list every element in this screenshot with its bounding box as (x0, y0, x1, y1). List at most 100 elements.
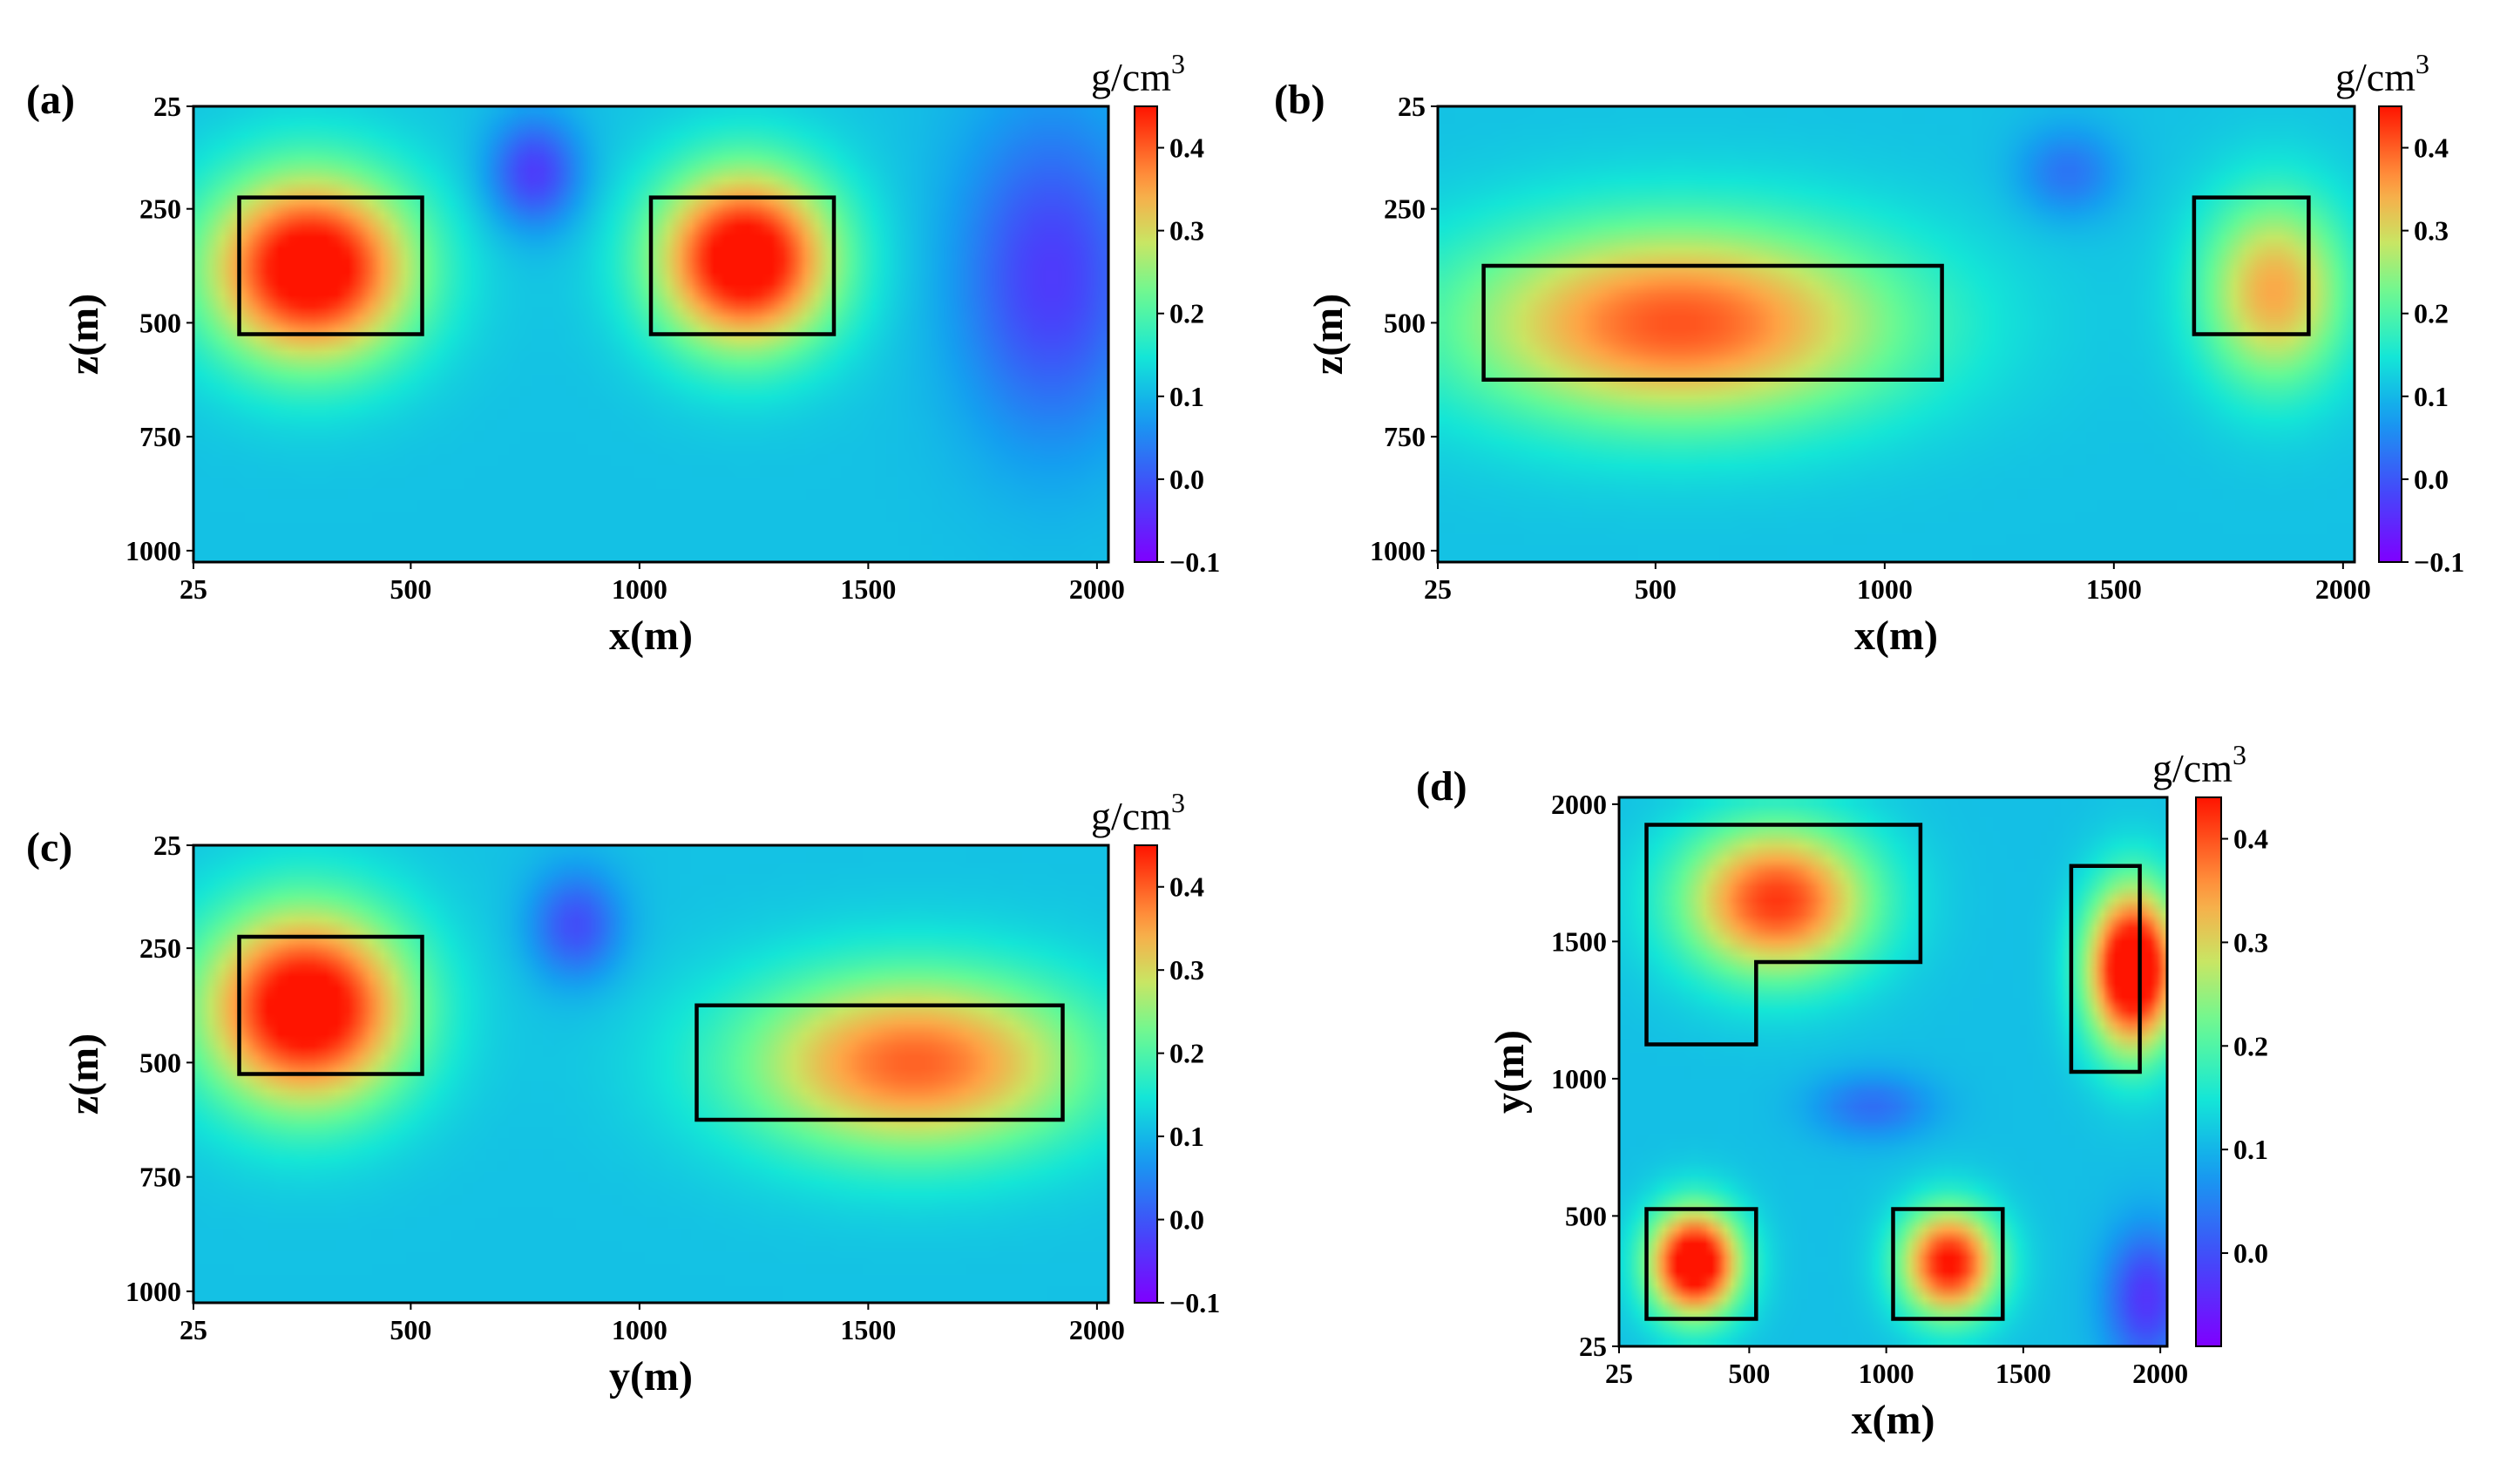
x-tick-label: 2000 (1069, 573, 1125, 605)
colorbar-tick-label: 0.4 (2233, 823, 2268, 855)
panel-label: (c) (26, 824, 72, 871)
x-tick-label: 2000 (2315, 573, 2371, 605)
colorbar-tick-label: 0.2 (2414, 298, 2449, 329)
x-tick-label: 25 (180, 1314, 207, 1345)
colorbar-tick-label: 0.1 (2233, 1134, 2268, 1165)
panel-d: 25 500 1000 1500 2000 25 500 1000 1500 2000 x(m) y(… (1416, 739, 2268, 1443)
plot-frame (192, 105, 1110, 564)
colorbar-tick-label: 0.1 (1169, 381, 1204, 412)
x-tick-label: 500 (390, 573, 431, 605)
x-tick-label: 1500 (1995, 1358, 2051, 1389)
y-tick-label: 500 (1384, 307, 1426, 338)
y-axis-title: z(m) (1305, 294, 1352, 375)
anomaly-outline (1891, 1207, 2005, 1321)
y-tick-label: 25 (1579, 1331, 1607, 1362)
y-tick-label: 250 (1384, 193, 1426, 225)
anomaly-outline (237, 195, 424, 336)
x-axis-title: y(m) (609, 1353, 693, 1399)
anomaly-outline (695, 1003, 1065, 1122)
x-tick-label: 1000 (1857, 573, 1913, 605)
plot-frame (1436, 105, 2356, 564)
anomaly-outline (237, 934, 424, 1076)
colorbar-unit-exponent: 3 (1171, 787, 1185, 818)
y-tick-label: 1500 (1551, 925, 1607, 957)
colorbar (2378, 105, 2402, 563)
y-tick-label: 1000 (125, 535, 181, 566)
x-tick-label: 1500 (840, 573, 896, 605)
x-tick-label: 500 (1635, 573, 1677, 605)
colorbar-unit-exponent: 3 (2233, 739, 2246, 770)
colorbar-tick-label: 0.2 (2233, 1030, 2268, 1061)
colorbar-tick-label: 0.4 (1169, 871, 1204, 903)
panel-label: (a) (26, 77, 75, 123)
x-tick-label: 500 (1728, 1358, 1770, 1389)
colorbar-unit: g/cm3 (1091, 48, 1185, 99)
y-tick-label: 25 (1398, 91, 1426, 122)
x-axis-title: x(m) (1852, 1397, 1935, 1443)
colorbar-unit: g/cm3 (2335, 48, 2429, 99)
y-tick-label: 1000 (1370, 535, 1426, 566)
x-tick-label: 1000 (612, 1314, 667, 1345)
colorbar-tick-label: 0.4 (2414, 132, 2449, 164)
colorbar-unit: g/cm3 (2152, 739, 2246, 790)
x-tick-label: 1000 (612, 573, 667, 605)
x-tick-label: 1500 (2086, 573, 2142, 605)
colorbar-tick-label: 0.3 (1169, 954, 1204, 986)
y-axis-title: z(m) (61, 1033, 107, 1115)
x-tick-label: 25 (180, 573, 207, 605)
colorbar (1134, 844, 1158, 1304)
x-tick-label: 1500 (840, 1314, 896, 1345)
colorbar-tick-label: −0.1 (2414, 546, 2464, 578)
colorbar-tick-label: 0.0 (1169, 1204, 1204, 1236)
colorbar (1134, 105, 1158, 563)
colorbar-tick-label: 0.3 (2233, 926, 2268, 958)
colorbar-tick-label: 0.4 (1169, 132, 1204, 164)
colorbar-tick-label: 0.3 (1169, 215, 1204, 247)
x-axis-title: x(m) (609, 613, 693, 659)
colorbar-tick-label: 0.2 (1169, 298, 1204, 329)
x-tick-label: 2000 (1069, 1314, 1125, 1345)
x-tick-label: 1000 (1859, 1358, 1914, 1389)
x-tick-label: 25 (1424, 573, 1452, 605)
x-tick-label: 500 (390, 1314, 431, 1345)
anomaly-outline (1644, 1207, 1758, 1321)
anomaly-outline (2069, 864, 2142, 1074)
y-tick-label: 25 (153, 830, 181, 861)
colorbar-unit-base: g/cm (1091, 794, 1171, 838)
colorbar-unit-base: g/cm (2152, 746, 2233, 790)
colorbar-tick-label: 0.1 (2414, 381, 2449, 412)
y-tick-label: 250 (139, 932, 181, 964)
colorbar-unit-exponent: 3 (1171, 48, 1185, 79)
y-tick-label: 750 (1384, 421, 1426, 452)
anomaly-outline (1481, 263, 1944, 383)
colorbar-tick-label: −0.1 (1169, 1287, 1220, 1318)
colorbar-unit-base: g/cm (2335, 55, 2416, 99)
colorbar-unit-exponent: 3 (2416, 48, 2429, 79)
colorbar-tick-label: 0.2 (1169, 1038, 1204, 1069)
panel-a: 25 500 1000 1500 2000 25 250 500 750 1000 x(m) z(m)… (26, 48, 1220, 659)
y-tick-label: 1000 (1551, 1063, 1607, 1094)
colorbar-unit-base: g/cm (1091, 55, 1171, 99)
y-axis-title: y(m) (1487, 1030, 1533, 1114)
colorbar-unit: g/cm3 (1091, 787, 1185, 838)
anomaly-outline (2192, 195, 2311, 336)
anomaly-outline (1644, 823, 1923, 1047)
panel-label: (b) (1274, 77, 1325, 123)
y-tick-label: 500 (139, 307, 181, 338)
y-tick-label: 1000 (125, 1276, 181, 1307)
panel-b: 25 500 1000 1500 2000 25 250 500 750 1000 x(m) z(m)… (1274, 48, 2464, 659)
colorbar-tick-label: 0.1 (1169, 1121, 1204, 1152)
anomaly-outline (648, 195, 837, 336)
x-axis-title: x(m) (1854, 613, 1938, 659)
x-tick-label: 25 (1605, 1358, 1633, 1389)
colorbar-tick-label: 0.0 (2233, 1237, 2268, 1269)
y-tick-label: 500 (139, 1047, 181, 1078)
panel-label: (d) (1416, 763, 1467, 810)
y-tick-label: 25 (153, 91, 181, 122)
plot-frame (1617, 796, 2169, 1348)
x-tick-label: 2000 (2132, 1358, 2188, 1389)
y-tick-label: 2000 (1551, 789, 1607, 820)
colorbar-tick-label: −0.1 (1169, 546, 1220, 578)
panel-c: 25 500 1000 1500 2000 25 250 500 750 1000 y(m) z(m)… (26, 787, 1220, 1399)
